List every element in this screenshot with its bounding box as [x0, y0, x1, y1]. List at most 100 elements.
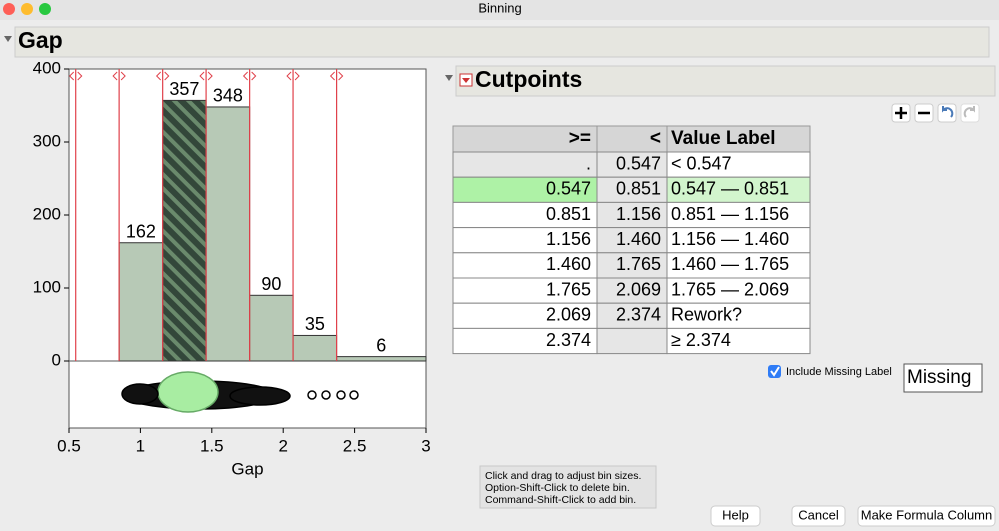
cell-text: 1.460 [616, 229, 661, 249]
undo-icon [942, 106, 954, 118]
disclosure-icon[interactable] [4, 36, 12, 42]
check-mark [770, 366, 780, 377]
table-cell [596, 227, 668, 254]
minimize-button[interactable] [21, 3, 33, 15]
cell-text: 0.547 — 0.851 [671, 179, 789, 199]
missing-field[interactable] [903, 363, 983, 393]
cell-text: 0.851 [616, 179, 661, 199]
table-cell [596, 201, 668, 229]
plus-icon [895, 107, 907, 119]
cell-text: 1.765 — 2.069 [671, 279, 789, 299]
cell-text: < 0.547 [671, 153, 732, 173]
window-title: Binning [478, 0, 521, 15]
disclosure-icon[interactable] [445, 75, 453, 81]
table-cell [452, 252, 598, 279]
cutpoints-table: >= < Value Label. 0.547 < 0.547 0.547 0.851 0.5… [452, 125, 811, 355]
table-cell [596, 151, 668, 178]
bar-label: 6 [376, 335, 386, 355]
bar [162, 99, 207, 362]
bar-label: 35 [305, 314, 325, 334]
y-tick-label: 100 [33, 277, 61, 296]
x-axis-label: Gap [231, 459, 263, 478]
cell-text: 2.069 [546, 305, 591, 325]
cutpoint-handle [112, 71, 126, 81]
cell-text: . [586, 153, 591, 173]
help-button[interactable] [710, 505, 761, 527]
x-tick-label: 2 [278, 436, 287, 455]
button-label: Help [722, 507, 749, 522]
redo-button[interactable] [960, 103, 980, 123]
table-cell [452, 302, 598, 329]
column-header: >= [569, 128, 591, 149]
table-cell [596, 277, 668, 304]
bar [205, 106, 251, 362]
bar [336, 356, 427, 362]
cutpoints-title: Cutpoints [475, 66, 582, 92]
x-tick-label: 3 [421, 436, 430, 455]
panel-title: Gap [18, 27, 63, 53]
cutpoint-handle [199, 71, 213, 81]
table-cell [452, 277, 598, 304]
x-tick-label: 1.5 [200, 436, 224, 455]
table-cell [666, 277, 811, 304]
x-tick-label: 0.5 [57, 436, 81, 455]
checkbox-label: Include Missing Label [786, 366, 892, 378]
cutpoint-handle [242, 71, 257, 81]
y-tick-label: 400 [33, 58, 61, 77]
table-cell [666, 327, 811, 355]
cell-text: Rework? [671, 305, 742, 325]
formula-button[interactable] [857, 505, 996, 527]
hint-tooltip [479, 465, 657, 509]
missing-value: Missing [907, 367, 971, 388]
bar [118, 242, 164, 362]
table-cell [666, 176, 811, 203]
table-cell [596, 252, 668, 279]
cutpoint-handle [69, 71, 83, 81]
cutpoint-handle [155, 71, 170, 81]
menu-arrow [462, 78, 470, 83]
table-cell [666, 201, 811, 229]
dot-cloud [121, 371, 359, 413]
bar-label: 90 [261, 274, 281, 294]
x-tick-label: 2.5 [343, 436, 367, 455]
cell-text: 0.851 — 1.156 [671, 204, 789, 224]
button-label: Cancel [798, 507, 839, 522]
table-cell [666, 252, 811, 279]
undo-button[interactable] [937, 103, 957, 123]
hint-line: Option-Shift-Click to delete bin. [485, 482, 630, 494]
cancel-button[interactable] [791, 505, 846, 527]
title-bar [0, 0, 999, 20]
cell-text: 1.460 — 1.765 [671, 254, 789, 274]
cell-text: 1.765 [546, 279, 591, 299]
table-cell [452, 327, 598, 355]
cell-text: 1.765 [616, 254, 661, 274]
bar [292, 334, 338, 362]
cutpoints-header [455, 65, 996, 97]
cell-text: 2.069 [616, 279, 661, 299]
table-cell [666, 151, 811, 178]
bar-label: 348 [213, 86, 243, 106]
toolbar [891, 103, 980, 123]
hint-line: Command-Shift-Click to add bin. [485, 494, 636, 506]
table-cell [452, 151, 598, 178]
column-header: < [650, 128, 661, 149]
close-button[interactable] [3, 3, 15, 15]
cell-text: 2.374 [546, 330, 591, 350]
x-tick-label: 1 [136, 436, 145, 455]
bar-label: 162 [126, 221, 156, 241]
zoom-button[interactable] [39, 3, 51, 15]
cell-text: 1.156 [616, 204, 661, 224]
cell-text: 1.156 — 1.460 [671, 229, 789, 249]
y-tick-label: 200 [33, 204, 61, 223]
button-label: Make Formula Column [861, 507, 993, 522]
cell-text: 0.547 [616, 153, 661, 173]
bar-label: 357 [169, 79, 199, 99]
cell-text: 0.851 [546, 204, 591, 224]
cell-text: ≥ 2.374 [671, 330, 731, 350]
table-cell [596, 302, 668, 329]
panel-header [14, 26, 990, 58]
cell-text: 2.374 [616, 305, 661, 325]
cutpoint-handle [329, 71, 344, 81]
y-tick-label: 300 [33, 131, 61, 150]
